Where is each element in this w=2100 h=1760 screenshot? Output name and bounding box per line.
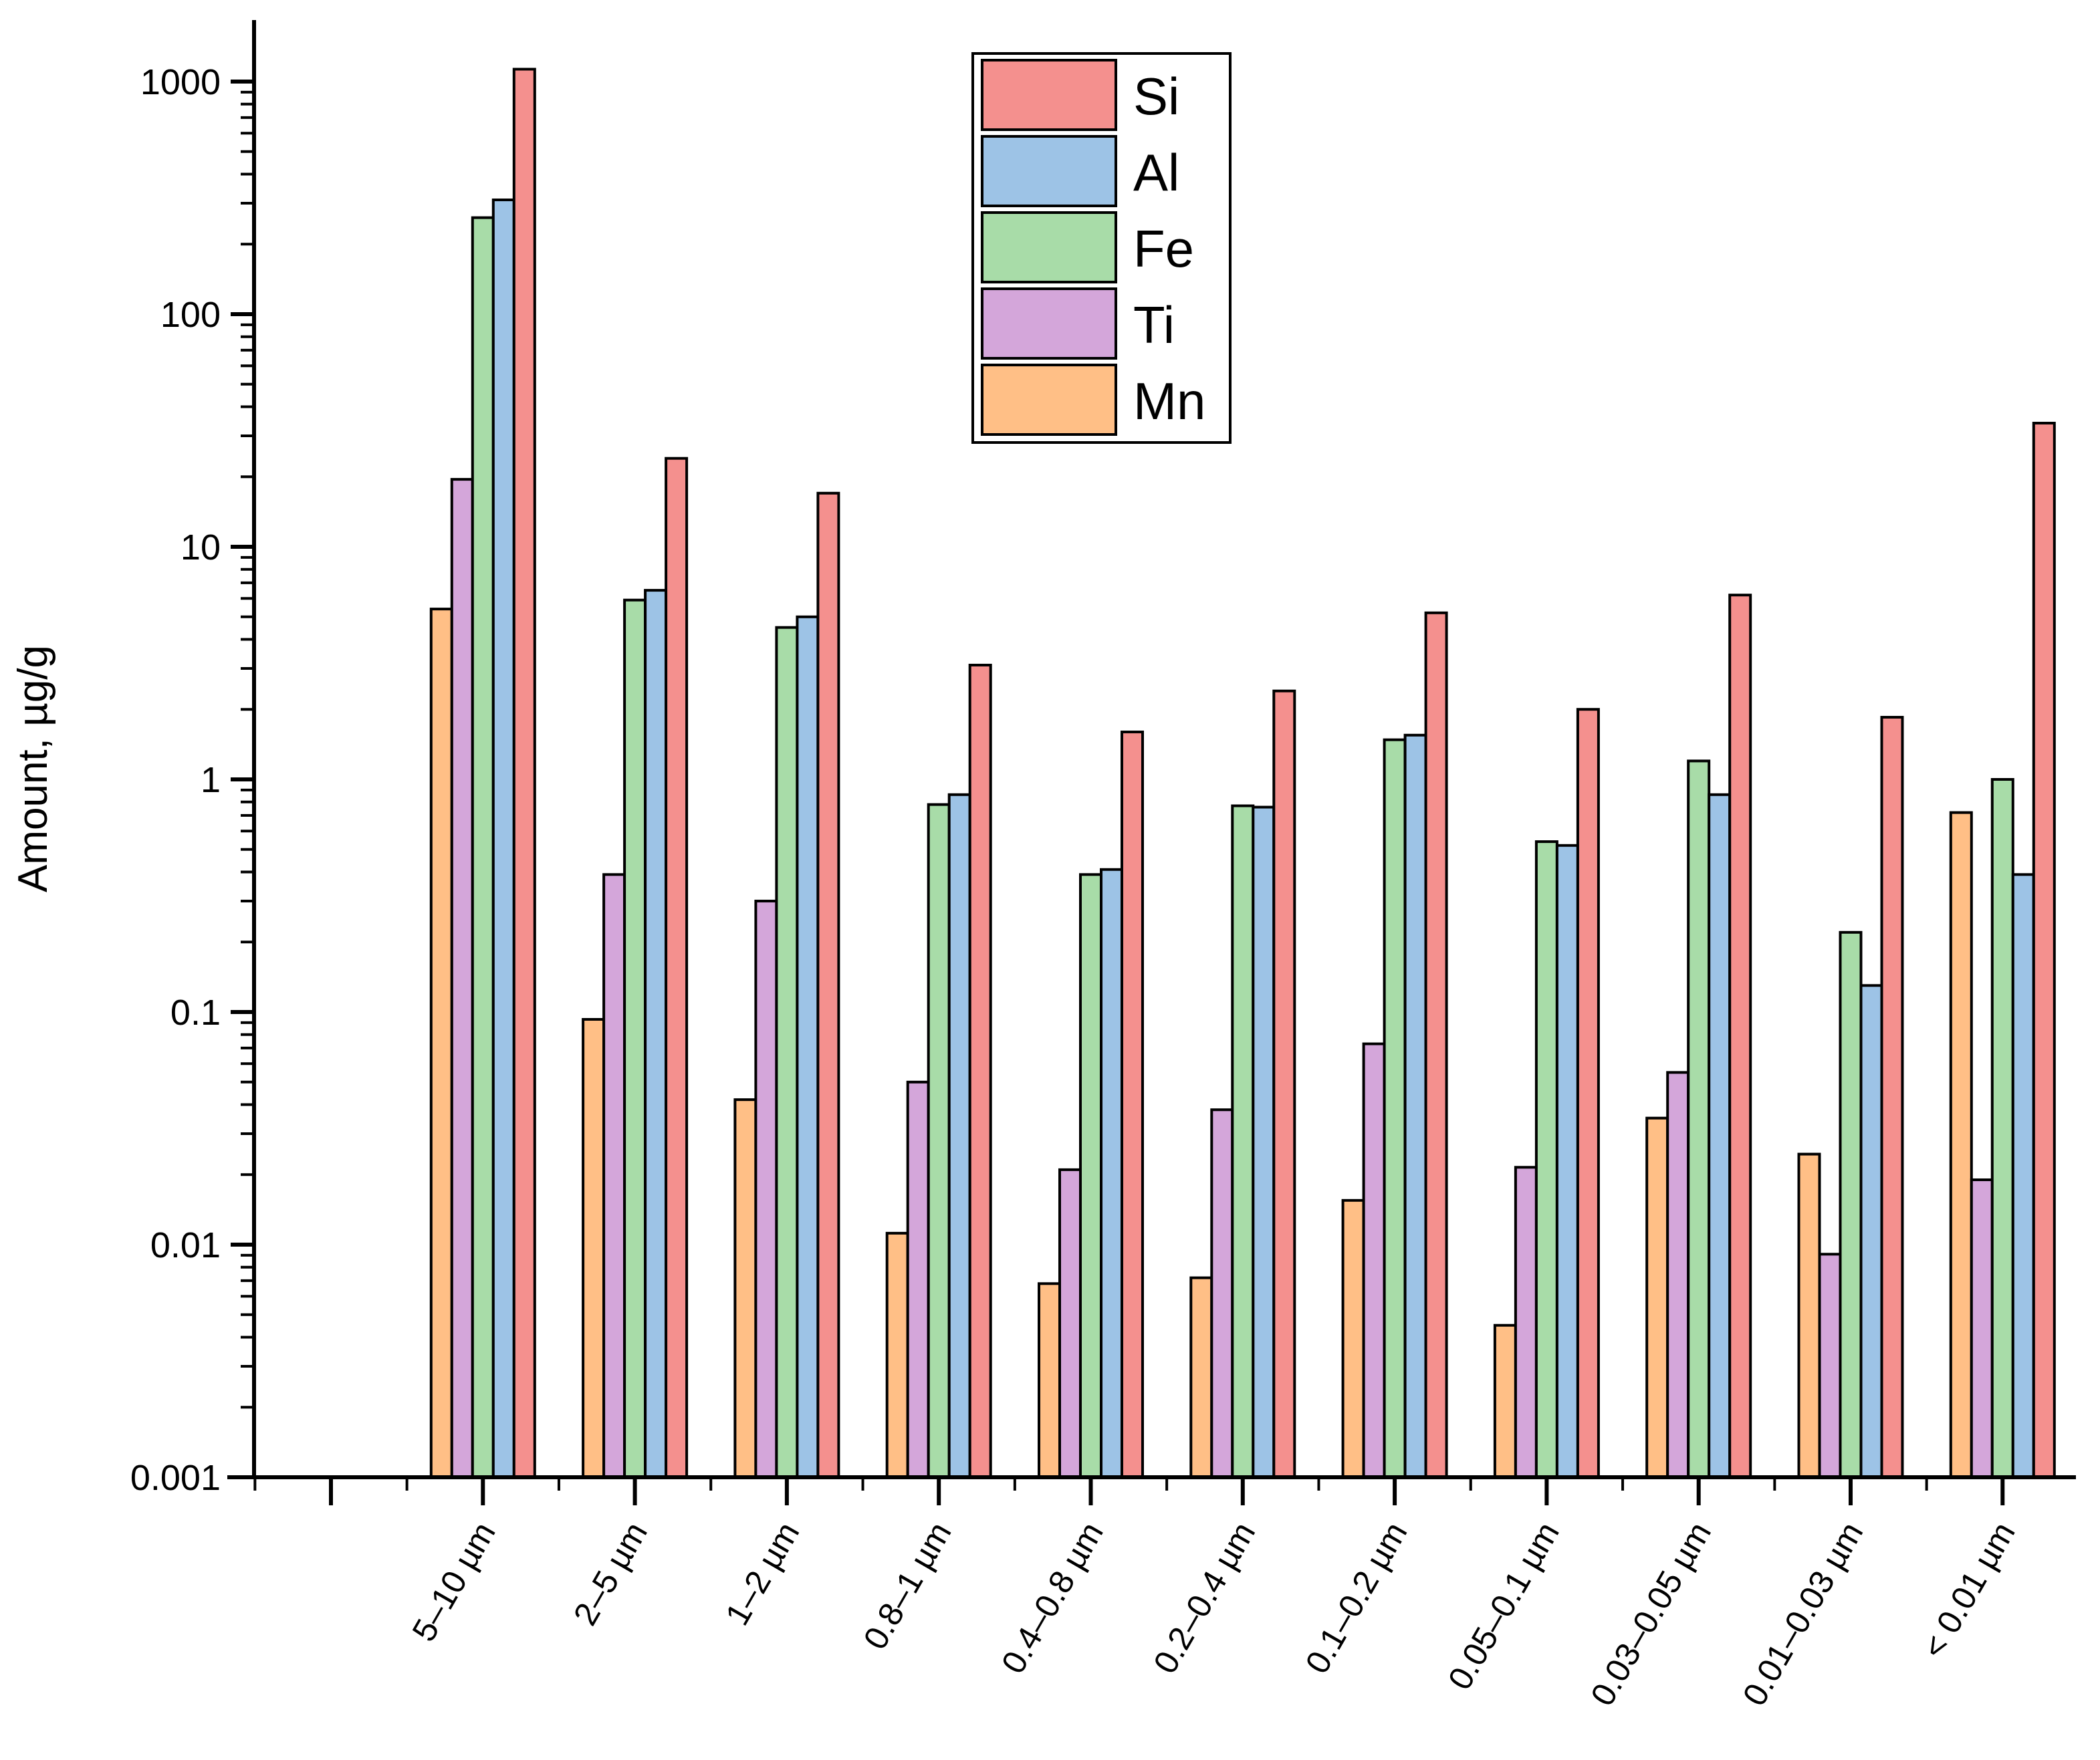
bars-layer: [429, 68, 2056, 1479]
bar-al-4: [947, 793, 971, 1479]
bar-mn-9: [1645, 1116, 1669, 1479]
bar-ti-10: [1818, 1253, 1842, 1479]
bar-mn-6: [1189, 1276, 1213, 1479]
x-tick-label: 0.05–0.1 µm: [1441, 1516, 1566, 1696]
y-tick-label: 1: [201, 760, 221, 800]
bar-mn-5: [1038, 1282, 1061, 1479]
bar-al-10: [1859, 984, 1883, 1479]
bar-fe-1: [471, 216, 495, 1479]
legend-swatch-mn: [981, 364, 1117, 436]
x-tick-label: 0.2–0.4 µm: [1146, 1516, 1262, 1680]
bar-ti-4: [906, 1080, 930, 1479]
y-tick-label: 1000: [140, 62, 221, 102]
y-tick-label: 100: [160, 295, 221, 335]
y-axis-title: Amount, µg/g: [10, 645, 56, 892]
y-tick-label: 0.01: [150, 1225, 221, 1265]
bar-mn-8: [1493, 1324, 1517, 1479]
bar-fe-7: [1383, 738, 1407, 1479]
legend-label-si: Si: [1133, 67, 1179, 126]
bar-al-5: [1100, 868, 1123, 1479]
bar-ti-9: [1666, 1071, 1690, 1479]
legend-swatch-si: [981, 59, 1117, 131]
bar-mn-7: [1341, 1199, 1365, 1479]
x-tick-label: 1–2 µm: [718, 1516, 806, 1632]
bar-mn-2: [582, 1018, 606, 1479]
bar-si-10: [1880, 716, 1904, 1479]
bar-si-11: [2032, 422, 2056, 1479]
bar-ti-1: [450, 478, 474, 1479]
bar-mn-4: [885, 1231, 909, 1479]
legend-swatch-fe: [981, 211, 1117, 283]
x-tick-label: 0.8–1 µm: [856, 1516, 958, 1656]
bar-al-9: [1708, 793, 1732, 1479]
bar-fe-3: [775, 626, 799, 1479]
y-tick-label: 0.001: [130, 1458, 221, 1498]
legend: Si Al Fe Ti Mn: [971, 52, 1232, 444]
bar-si-6: [1272, 689, 1296, 1479]
legend-label-ti: Ti: [1133, 295, 1175, 354]
bar-ti-11: [1970, 1178, 1994, 1479]
x-tick-label: 0.03–0.05 µm: [1583, 1516, 1718, 1713]
x-tick-label: 0.4–0.8 µm: [994, 1516, 1111, 1680]
x-tick-label: 0.01–0.03 µm: [1736, 1516, 1871, 1713]
bar-al-2: [644, 589, 668, 1479]
bar-si-5: [1121, 731, 1144, 1479]
bar-al-6: [1252, 805, 1276, 1479]
bar-al-1: [491, 199, 515, 1479]
bar-fe-5: [1079, 873, 1102, 1479]
bar-mn-1: [429, 608, 453, 1479]
bar-ti-8: [1514, 1166, 1538, 1479]
bar-fe-11: [1990, 778, 2014, 1479]
bar-al-11: [2011, 873, 2035, 1479]
legend-swatch-ti: [981, 287, 1117, 360]
bar-si-1: [512, 68, 536, 1479]
bar-si-4: [968, 664, 992, 1479]
bar-al-7: [1403, 733, 1427, 1479]
bar-ti-7: [1362, 1042, 1386, 1479]
bar-fe-6: [1231, 804, 1255, 1479]
bar-fe-10: [1839, 930, 1863, 1479]
bar-ti-6: [1210, 1108, 1234, 1479]
bar-fe-4: [927, 803, 951, 1479]
legend-label-al: Al: [1133, 143, 1179, 202]
bar-mn-11: [1949, 811, 1973, 1479]
bar-fe-9: [1687, 759, 1711, 1479]
bar-mn-3: [733, 1098, 757, 1479]
bar-ti-5: [1058, 1168, 1082, 1479]
bar-mn-10: [1797, 1152, 1821, 1479]
y-tick-label: 0.1: [170, 993, 221, 1033]
legend-label-fe: Fe: [1133, 219, 1194, 278]
bar-ti-3: [754, 900, 778, 1479]
bar-fe-8: [1534, 840, 1558, 1479]
bar-si-9: [1728, 594, 1752, 1479]
bar-si-3: [816, 491, 840, 1479]
bar-si-7: [1424, 611, 1448, 1479]
bar-ti-2: [602, 873, 626, 1479]
bar-al-3: [796, 615, 820, 1479]
x-tick-label: < 0.01 µm: [1915, 1516, 2022, 1665]
bar-si-2: [665, 457, 689, 1479]
legend-label-mn: Mn: [1133, 372, 1205, 430]
x-tick-label: 5–10 µm: [405, 1516, 503, 1648]
bar-fe-2: [623, 598, 647, 1479]
x-tick-label: 0.1–0.2 µm: [1298, 1516, 1415, 1680]
bar-al-8: [1555, 844, 1579, 1479]
bar-si-8: [1576, 708, 1600, 1479]
x-tick-label: 2–5 µm: [566, 1516, 655, 1632]
legend-swatch-al: [981, 135, 1117, 207]
y-tick-label: 10: [181, 527, 221, 568]
